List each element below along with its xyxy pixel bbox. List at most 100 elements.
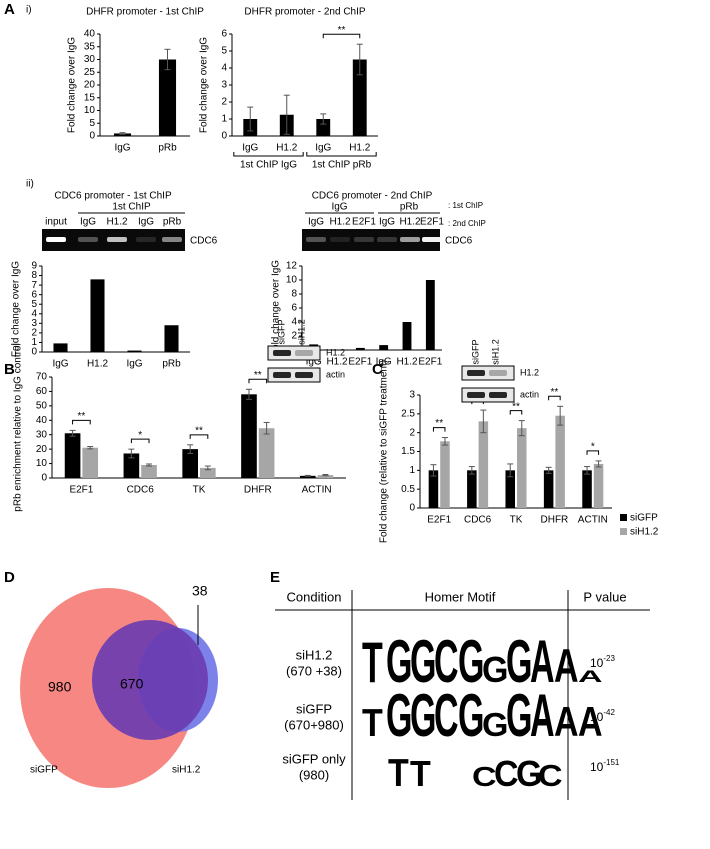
- p-value-base: 10: [590, 760, 604, 774]
- gel-lane-label: H1.2: [399, 217, 421, 228]
- bar: [543, 470, 554, 508]
- gel-band: [306, 237, 326, 242]
- gel-key: : 2nd ChIP: [448, 219, 486, 228]
- y-axis-label: Fold change over IgG: [271, 260, 282, 356]
- y-tick-label: 5: [31, 299, 37, 310]
- venn-count: 980: [48, 679, 72, 695]
- motif-letter: C: [538, 759, 563, 793]
- blot-lane-label: siH1.2: [490, 339, 500, 365]
- motif-letter: G: [506, 682, 532, 750]
- condition-label: (670 +38): [286, 663, 342, 678]
- motif-letter: G: [386, 682, 412, 750]
- gel-lane-label: E2F1: [420, 217, 444, 228]
- bar: [299, 475, 316, 478]
- significance-bracket: [72, 419, 91, 425]
- blot-strip: [461, 365, 515, 381]
- significance-bracket: [189, 434, 209, 439]
- bar: [123, 453, 140, 478]
- x-tick-label: CDC6: [127, 485, 155, 496]
- bar: [53, 343, 68, 352]
- significance-label: *: [138, 430, 142, 441]
- significance-label: **: [512, 401, 520, 412]
- gel-lane-label: E2F1: [352, 217, 376, 228]
- subpanel-label: ii): [26, 179, 34, 190]
- y-tick-label: 6: [31, 289, 37, 300]
- bar: [200, 467, 216, 478]
- significance-label: **: [435, 418, 443, 429]
- y-tick-label: 8: [31, 270, 37, 281]
- gel-lane-label: H1.2: [329, 217, 351, 228]
- y-axis-label: Fold change over IgG: [67, 37, 78, 133]
- blot-band: [467, 392, 485, 398]
- y-tick-label: 20: [36, 444, 48, 455]
- x-tick-label: IgG: [52, 359, 68, 370]
- bar: [182, 449, 198, 478]
- bar: [241, 394, 257, 478]
- motif-letter: G: [410, 628, 436, 696]
- y-tick-label: 6: [221, 29, 227, 40]
- significance-bracket: [509, 410, 523, 415]
- motif-letter: T: [362, 631, 383, 696]
- bar: [555, 415, 565, 508]
- y-tick-label: 70: [36, 372, 48, 383]
- motif-letter: C: [472, 761, 497, 792]
- venn-count: 670: [120, 676, 144, 692]
- y-tick-label: 5: [221, 46, 227, 57]
- x-tick-label: CDC6: [464, 515, 492, 526]
- y-axis-label: Fold change over IgG: [199, 37, 210, 133]
- x-tick-label: E2F1: [348, 357, 372, 368]
- gel-lane-label: IgG: [379, 217, 395, 228]
- x-tick-label: H1.2: [396, 357, 418, 368]
- condition-label: siH1.2: [296, 647, 333, 662]
- blot-band: [467, 370, 485, 376]
- bar: [467, 470, 477, 508]
- gel-band-label: CDC6: [190, 236, 218, 247]
- motif-letter: G: [482, 707, 508, 744]
- x-tick-label: E2F1: [427, 515, 451, 526]
- legend-label: siH1.2: [630, 527, 659, 538]
- y-tick-label: 9: [31, 261, 37, 272]
- gel-group-label: 1st ChIP: [112, 202, 151, 213]
- venn-set-label: siGFP: [30, 765, 58, 776]
- panel-label: E: [270, 569, 280, 586]
- x-tick-label: H1.2: [349, 143, 371, 154]
- significance-label: **: [78, 411, 86, 422]
- y-tick-label: 1: [221, 114, 227, 125]
- motif-letter: G: [386, 628, 412, 696]
- y-axis-label: Fold change (relative to siGFP treatment…: [379, 360, 390, 543]
- y-tick-label: 30: [36, 429, 48, 440]
- blot-row-label: H1.2: [326, 347, 345, 357]
- bar: [258, 428, 275, 478]
- x-tick-label: IgG: [114, 143, 130, 154]
- bar: [317, 475, 334, 478]
- x-tick-label: pRb: [162, 359, 181, 370]
- gel-band: [330, 237, 350, 242]
- p-value: 10-151: [590, 758, 620, 774]
- gel-band: [136, 237, 156, 242]
- x-tick-label: TK: [193, 485, 206, 496]
- p-value: 10-23: [590, 654, 615, 670]
- blot-band: [273, 372, 291, 378]
- significance-bracket: [432, 427, 446, 432]
- y-tick-label: 2: [409, 427, 415, 438]
- x-tick-label: IgG: [126, 359, 142, 370]
- x-tick-label: pRb: [158, 143, 177, 154]
- panel-label: B: [4, 361, 15, 378]
- bar: [141, 465, 157, 478]
- bar: [355, 347, 365, 350]
- p-value-exponent: -151: [603, 758, 620, 767]
- p-value: 10-42: [590, 708, 615, 724]
- bar: [316, 119, 331, 136]
- gel-band: [46, 237, 66, 242]
- bar: [90, 279, 105, 352]
- bar: [352, 59, 367, 136]
- bar: [593, 463, 604, 508]
- y-tick-label: 1: [409, 465, 415, 476]
- blot-row-label: H1.2: [520, 367, 539, 377]
- blot-band: [489, 392, 507, 398]
- chart-title: DHFR promoter - 1st ChIP: [86, 7, 204, 18]
- y-tick-label: 0: [221, 131, 227, 142]
- motif-letter: A: [578, 700, 603, 746]
- blot-lane-label: siGFP: [470, 339, 480, 364]
- y-tick-label: 25: [84, 67, 96, 78]
